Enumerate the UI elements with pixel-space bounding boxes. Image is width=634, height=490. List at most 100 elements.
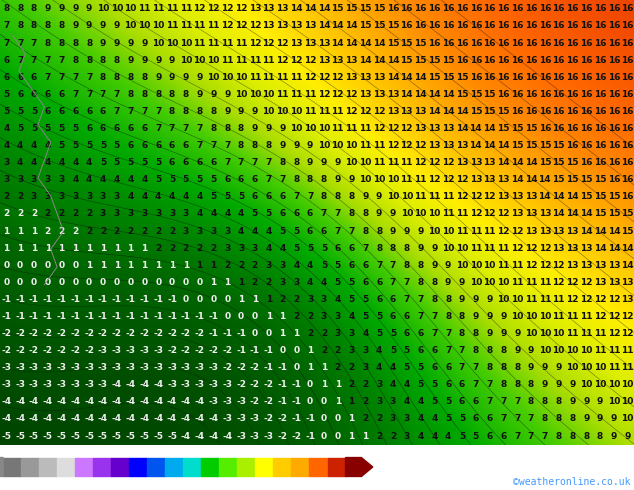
Text: 2: 2 bbox=[376, 432, 382, 441]
Text: -1: -1 bbox=[98, 312, 108, 321]
Text: 0: 0 bbox=[321, 415, 327, 423]
Text: -2: -2 bbox=[139, 329, 150, 338]
Text: 8: 8 bbox=[528, 397, 534, 406]
Text: 10: 10 bbox=[428, 226, 441, 236]
Text: 16: 16 bbox=[594, 90, 606, 99]
Text: 6: 6 bbox=[17, 73, 23, 82]
Text: 2: 2 bbox=[224, 261, 230, 270]
Text: 3: 3 bbox=[197, 226, 203, 236]
Text: 0: 0 bbox=[45, 261, 51, 270]
Text: -2: -2 bbox=[167, 329, 177, 338]
Text: -4: -4 bbox=[1, 397, 11, 406]
Text: 14: 14 bbox=[414, 73, 427, 82]
Text: 11: 11 bbox=[152, 4, 164, 13]
Text: 16: 16 bbox=[497, 90, 510, 99]
Text: 2: 2 bbox=[197, 244, 203, 252]
Text: -1: -1 bbox=[195, 312, 205, 321]
Text: -1: -1 bbox=[305, 415, 315, 423]
Bar bbox=[57, 458, 75, 476]
Text: 15: 15 bbox=[607, 193, 620, 201]
Text: 15: 15 bbox=[456, 73, 469, 82]
Text: 5: 5 bbox=[376, 312, 382, 321]
Text: -3: -3 bbox=[70, 363, 81, 372]
Text: 16: 16 bbox=[621, 107, 634, 116]
Text: 14: 14 bbox=[332, 22, 344, 30]
Text: 15: 15 bbox=[580, 175, 593, 184]
Text: 3: 3 bbox=[169, 209, 175, 219]
Text: 9: 9 bbox=[431, 244, 437, 252]
Text: -1: -1 bbox=[291, 397, 301, 406]
Text: 0: 0 bbox=[45, 278, 51, 287]
Text: 15: 15 bbox=[442, 56, 455, 65]
Text: 13: 13 bbox=[262, 22, 275, 30]
Text: 13: 13 bbox=[428, 124, 441, 133]
Text: 4: 4 bbox=[86, 158, 93, 167]
Text: 9: 9 bbox=[127, 56, 134, 65]
Text: 3: 3 bbox=[349, 346, 354, 355]
Text: 10: 10 bbox=[373, 175, 385, 184]
Text: 8: 8 bbox=[141, 90, 148, 99]
Text: 7: 7 bbox=[307, 193, 313, 201]
Text: 13: 13 bbox=[607, 278, 620, 287]
Text: 0: 0 bbox=[321, 397, 327, 406]
Text: -3: -3 bbox=[98, 346, 108, 355]
Text: -3: -3 bbox=[112, 363, 122, 372]
Text: 16: 16 bbox=[594, 141, 606, 150]
Text: 10: 10 bbox=[580, 380, 592, 389]
Text: 8: 8 bbox=[349, 193, 354, 201]
Text: -3: -3 bbox=[15, 363, 25, 372]
Text: 16: 16 bbox=[538, 124, 551, 133]
Text: ©weatheronline.co.uk: ©weatheronline.co.uk bbox=[514, 477, 631, 488]
Text: 7: 7 bbox=[266, 158, 272, 167]
Text: 9: 9 bbox=[541, 380, 548, 389]
Text: 10: 10 bbox=[166, 39, 178, 48]
Text: 2: 2 bbox=[17, 209, 23, 219]
Text: 9: 9 bbox=[127, 39, 134, 48]
Text: 16: 16 bbox=[525, 4, 537, 13]
Text: 16: 16 bbox=[470, 39, 482, 48]
Text: -3: -3 bbox=[167, 380, 177, 389]
Text: 8: 8 bbox=[486, 363, 493, 372]
Text: 3: 3 bbox=[183, 226, 189, 236]
Text: 16: 16 bbox=[566, 141, 579, 150]
Text: 6: 6 bbox=[169, 141, 175, 150]
Text: -2: -2 bbox=[70, 346, 81, 355]
Text: 16: 16 bbox=[594, 22, 606, 30]
Text: 9: 9 bbox=[486, 312, 493, 321]
Text: 8: 8 bbox=[141, 73, 148, 82]
Text: 7: 7 bbox=[528, 432, 534, 441]
Text: 11: 11 bbox=[566, 329, 579, 338]
Text: 14: 14 bbox=[483, 124, 496, 133]
Text: -4: -4 bbox=[139, 380, 150, 389]
Text: 2: 2 bbox=[362, 415, 368, 423]
Text: 14: 14 bbox=[552, 193, 565, 201]
Text: -3: -3 bbox=[139, 346, 150, 355]
Text: 9: 9 bbox=[500, 329, 507, 338]
Text: 0: 0 bbox=[252, 329, 258, 338]
Text: 2: 2 bbox=[141, 226, 148, 236]
Text: 4: 4 bbox=[266, 244, 272, 252]
Text: 1: 1 bbox=[17, 226, 23, 236]
Text: 14: 14 bbox=[428, 107, 441, 116]
Text: 4: 4 bbox=[404, 397, 410, 406]
Text: 4: 4 bbox=[169, 193, 175, 201]
Text: 8: 8 bbox=[404, 244, 410, 252]
Text: -38: -38 bbox=[47, 480, 61, 489]
Text: 10: 10 bbox=[138, 22, 151, 30]
Text: 16: 16 bbox=[621, 56, 634, 65]
Text: -4: -4 bbox=[153, 397, 164, 406]
Bar bbox=[3, 458, 21, 476]
Text: 13: 13 bbox=[497, 193, 510, 201]
Text: 7: 7 bbox=[3, 39, 10, 48]
Text: 16: 16 bbox=[497, 39, 510, 48]
Text: -1: -1 bbox=[70, 295, 81, 304]
Text: 3: 3 bbox=[155, 209, 161, 219]
Text: -30: -30 bbox=[72, 480, 86, 489]
Text: -4: -4 bbox=[15, 397, 25, 406]
Text: 4: 4 bbox=[210, 209, 217, 219]
Text: 7: 7 bbox=[17, 39, 23, 48]
Text: 6: 6 bbox=[3, 73, 10, 82]
Text: 14: 14 bbox=[373, 39, 385, 48]
Text: 9: 9 bbox=[224, 107, 230, 116]
Text: 8: 8 bbox=[321, 193, 327, 201]
